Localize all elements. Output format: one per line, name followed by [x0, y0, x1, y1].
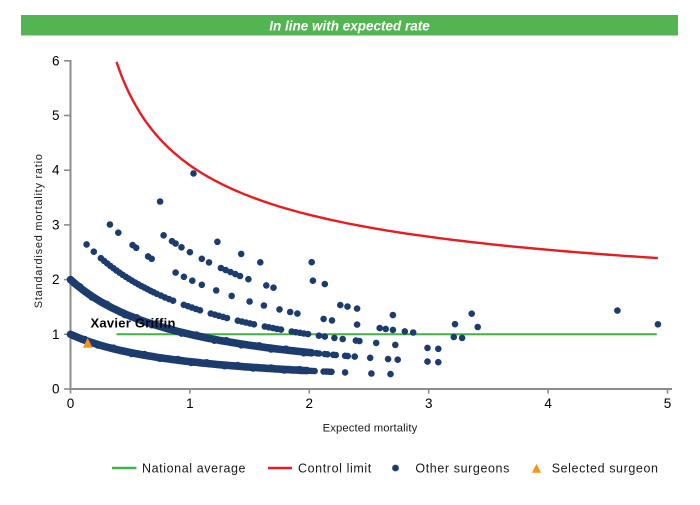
- svg-text:6: 6: [52, 53, 60, 68]
- svg-text:1: 1: [52, 327, 60, 342]
- svg-text:Xavier Griffin: Xavier Griffin: [91, 315, 176, 330]
- svg-text:4: 4: [52, 163, 60, 178]
- svg-text:5: 5: [52, 108, 60, 123]
- svg-text:In line with expected rate: In line with expected rate: [269, 19, 430, 34]
- svg-text:Expected mortality: Expected mortality: [323, 422, 418, 434]
- svg-text:Other surgeons: Other surgeons: [415, 461, 510, 475]
- svg-text:3: 3: [425, 396, 433, 411]
- svg-text:0: 0: [67, 396, 75, 411]
- svg-text:Control limit: Control limit: [298, 461, 372, 475]
- svg-text:Selected surgeon: Selected surgeon: [552, 461, 659, 475]
- svg-text:1: 1: [186, 396, 194, 411]
- svg-text:2: 2: [52, 272, 60, 287]
- svg-text:3: 3: [52, 217, 60, 232]
- svg-text:0: 0: [52, 382, 60, 397]
- svg-text:4: 4: [544, 396, 552, 411]
- svg-text:2: 2: [306, 396, 314, 411]
- svg-text:National average: National average: [142, 461, 246, 475]
- svg-text:5: 5: [664, 396, 672, 411]
- svg-text:Standardised mortality ratio: Standardised mortality ratio: [33, 153, 45, 308]
